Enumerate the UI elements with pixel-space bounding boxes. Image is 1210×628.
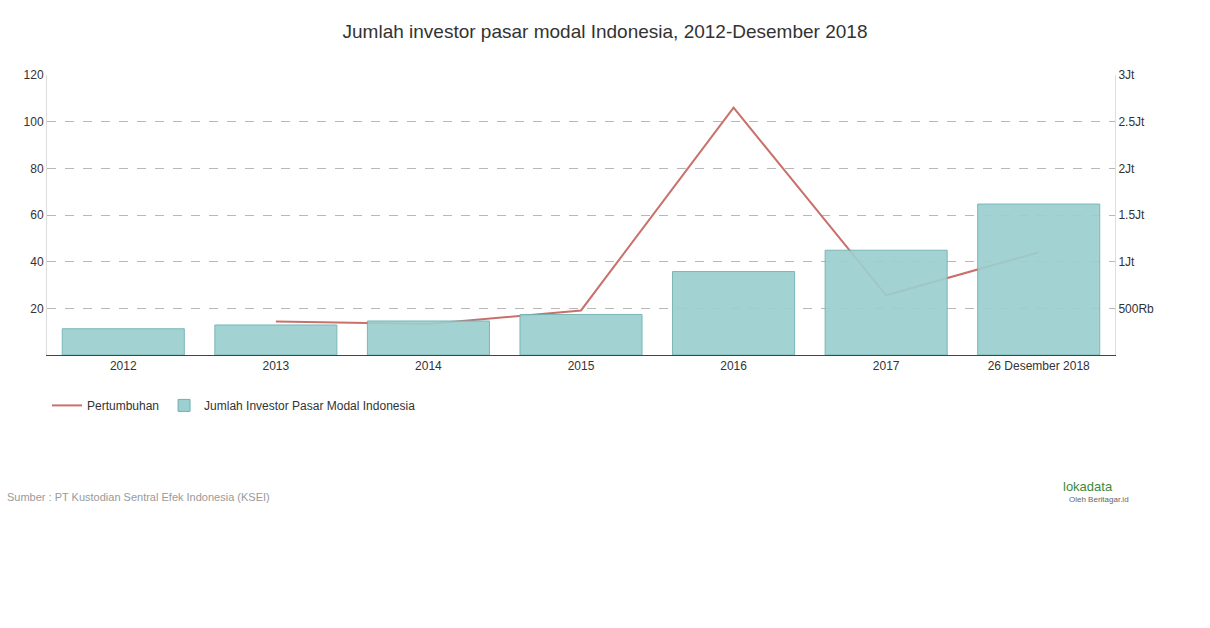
svg-text:Jumlah investor pasar modal In: Jumlah investor pasar modal Indonesia, 2… (343, 21, 868, 42)
svg-text:3Jt: 3Jt (1118, 68, 1135, 82)
svg-text:Sumber : PT Kustodian Sentral: Sumber : PT Kustodian Sentral Efek Indon… (7, 491, 270, 503)
svg-text:2Jt: 2Jt (1118, 162, 1135, 176)
svg-text:1Jt: 1Jt (1118, 255, 1135, 269)
svg-text:2013: 2013 (263, 359, 290, 373)
svg-text:2012: 2012 (110, 359, 137, 373)
svg-text:2016: 2016 (720, 359, 747, 373)
svg-text:2015: 2015 (568, 359, 595, 373)
svg-text:2017: 2017 (873, 359, 900, 373)
svg-text:2014: 2014 (415, 359, 442, 373)
svg-text:lokadata: lokadata (1063, 479, 1113, 494)
svg-text:40: 40 (30, 255, 44, 269)
svg-text:26 Desember 2018: 26 Desember 2018 (988, 359, 1090, 373)
svg-text:100: 100 (24, 115, 44, 129)
svg-text:Pertumbuhan: Pertumbuhan (87, 399, 159, 413)
svg-text:120: 120 (24, 68, 44, 82)
svg-text:Oleh Beritagar.id: Oleh Beritagar.id (1069, 495, 1129, 504)
svg-text:20: 20 (30, 302, 44, 316)
svg-text:1.5Jt: 1.5Jt (1118, 208, 1145, 222)
svg-text:Jumlah Investor Pasar Modal In: Jumlah Investor Pasar Modal Indonesia (204, 399, 415, 413)
svg-text:500Rb: 500Rb (1118, 302, 1154, 316)
svg-text:60: 60 (30, 208, 44, 222)
svg-text:80: 80 (30, 162, 44, 176)
svg-text:2.5Jt: 2.5Jt (1118, 115, 1145, 129)
